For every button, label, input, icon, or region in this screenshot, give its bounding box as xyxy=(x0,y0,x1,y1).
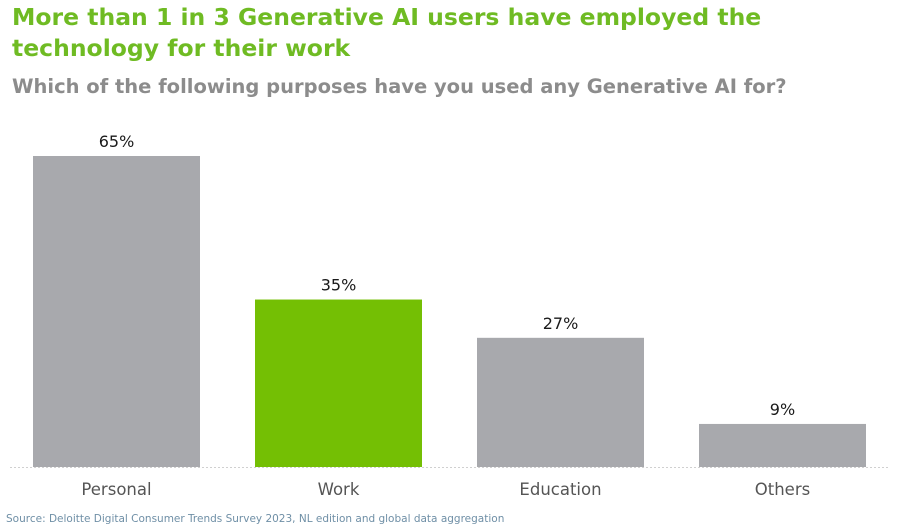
source-note: Source: Deloitte Digital Consumer Trends… xyxy=(6,513,505,525)
value-label-work: 35% xyxy=(321,276,357,295)
value-label-others: 9% xyxy=(770,400,795,419)
category-label-personal: Personal xyxy=(81,480,151,499)
category-label-work: Work xyxy=(318,480,360,499)
bar-work xyxy=(255,299,422,467)
bar-others xyxy=(699,423,866,467)
category-label-others: Others xyxy=(755,480,810,499)
category-label-education: Education xyxy=(519,480,601,499)
chart-subtitle: Which of the following purposes have you… xyxy=(12,75,787,98)
chart-title: More than 1 in 3 Generative AI users hav… xyxy=(12,3,762,62)
value-label-education: 27% xyxy=(543,314,579,333)
bar-education xyxy=(477,337,644,467)
value-label-personal: 65% xyxy=(99,132,135,151)
bar-personal xyxy=(33,156,200,467)
